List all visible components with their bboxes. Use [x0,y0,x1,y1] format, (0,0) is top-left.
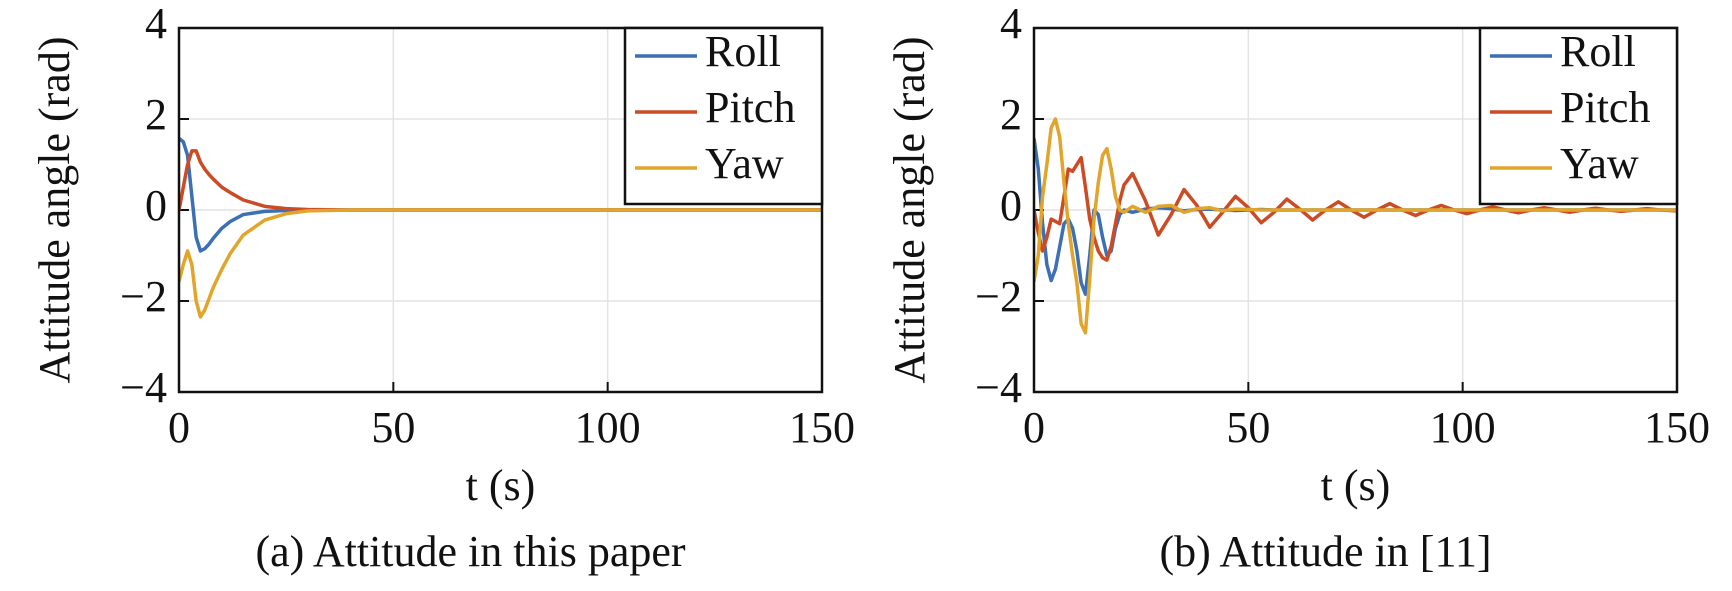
y-tick-label: −4 [975,363,1022,412]
legend-label: Yaw [705,139,784,188]
y-tick-label: −2 [120,272,167,321]
x-axis-label: t (s) [1321,461,1391,510]
y-tick-label: 4 [145,0,167,48]
y-tick-label: 2 [145,90,167,139]
y-tick-label: 2 [1000,90,1022,139]
y-axis-label: Attitude angle (rad) [885,37,934,384]
legend-box [623,26,824,206]
x-axis-label: t (s) [466,461,536,510]
legend-label: Pitch [705,83,795,132]
legend-label: Pitch [1560,83,1650,132]
x-tick-label: 0 [1023,403,1045,452]
y-tick-label: 0 [1000,181,1022,230]
y-tick-label: 4 [1000,0,1022,48]
line-series [1034,117,1677,335]
legend-label: Yaw [1560,139,1639,188]
chart-caption: (b) Attitude in [11] [1160,527,1492,576]
x-tick-label: 100 [575,403,641,452]
plot-frame [1032,26,1679,394]
x-tick-label: 50 [1226,403,1270,452]
x-tick-label: 50 [371,403,415,452]
chart-caption: (a) Attitude in this paper [255,527,685,576]
plot-frame [177,26,824,394]
x-tick-label: 100 [1430,403,1496,452]
line-series [179,208,822,319]
legend-label: Roll [1560,27,1636,76]
y-tick-label: −4 [120,363,167,412]
x-tick-label: 0 [168,403,190,452]
y-axis-label: Attitude angle (rad) [30,37,79,384]
legend-label: Roll [705,27,781,76]
y-tick-label: −2 [975,272,1022,321]
x-tick-label: 150 [789,403,855,452]
y-tick-label: 0 [145,181,167,230]
x-tick-label: 150 [1644,403,1710,452]
